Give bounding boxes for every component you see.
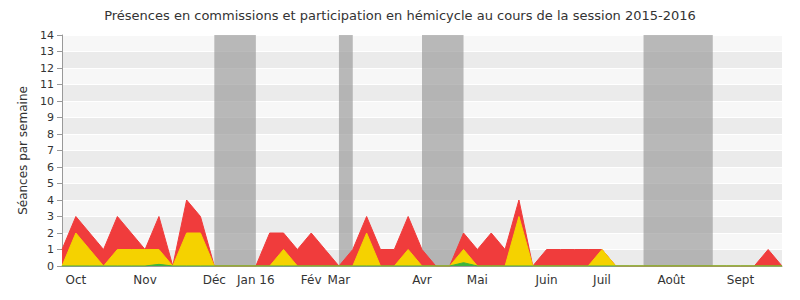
svg-text:12: 12 xyxy=(40,62,54,75)
svg-text:5: 5 xyxy=(47,177,54,190)
svg-text:Mai: Mai xyxy=(467,273,488,287)
svg-text:Juin: Juin xyxy=(535,273,558,287)
svg-text:Sept: Sept xyxy=(727,273,755,287)
svg-text:Fév: Fév xyxy=(301,273,322,287)
svg-text:Juil: Juil xyxy=(592,273,611,287)
svg-text:1: 1 xyxy=(47,243,54,256)
svg-text:Déc: Déc xyxy=(203,273,226,287)
svg-text:3: 3 xyxy=(47,210,54,223)
svg-text:Mar: Mar xyxy=(328,273,351,287)
svg-text:Séances par semaine: Séances par semaine xyxy=(16,86,30,215)
svg-text:13: 13 xyxy=(40,45,54,58)
svg-text:11: 11 xyxy=(40,78,54,91)
svg-text:0: 0 xyxy=(47,260,54,273)
svg-text:9: 9 xyxy=(47,111,54,124)
svg-text:8: 8 xyxy=(47,128,54,141)
svg-text:Nov: Nov xyxy=(133,273,156,287)
svg-text:14: 14 xyxy=(40,29,54,42)
svg-text:Oct: Oct xyxy=(65,273,86,287)
svg-text:4: 4 xyxy=(47,194,54,207)
svg-text:6: 6 xyxy=(47,161,54,174)
svg-text:7: 7 xyxy=(47,144,54,157)
svg-text:10: 10 xyxy=(40,95,54,108)
svg-text:Avr: Avr xyxy=(412,273,432,287)
svg-text:Jan 16: Jan 16 xyxy=(236,273,275,287)
svg-text:Présences en commissions et pa: Présences en commissions et participatio… xyxy=(104,8,696,23)
svg-text:Août: Août xyxy=(657,273,685,287)
svg-text:2: 2 xyxy=(47,227,54,240)
